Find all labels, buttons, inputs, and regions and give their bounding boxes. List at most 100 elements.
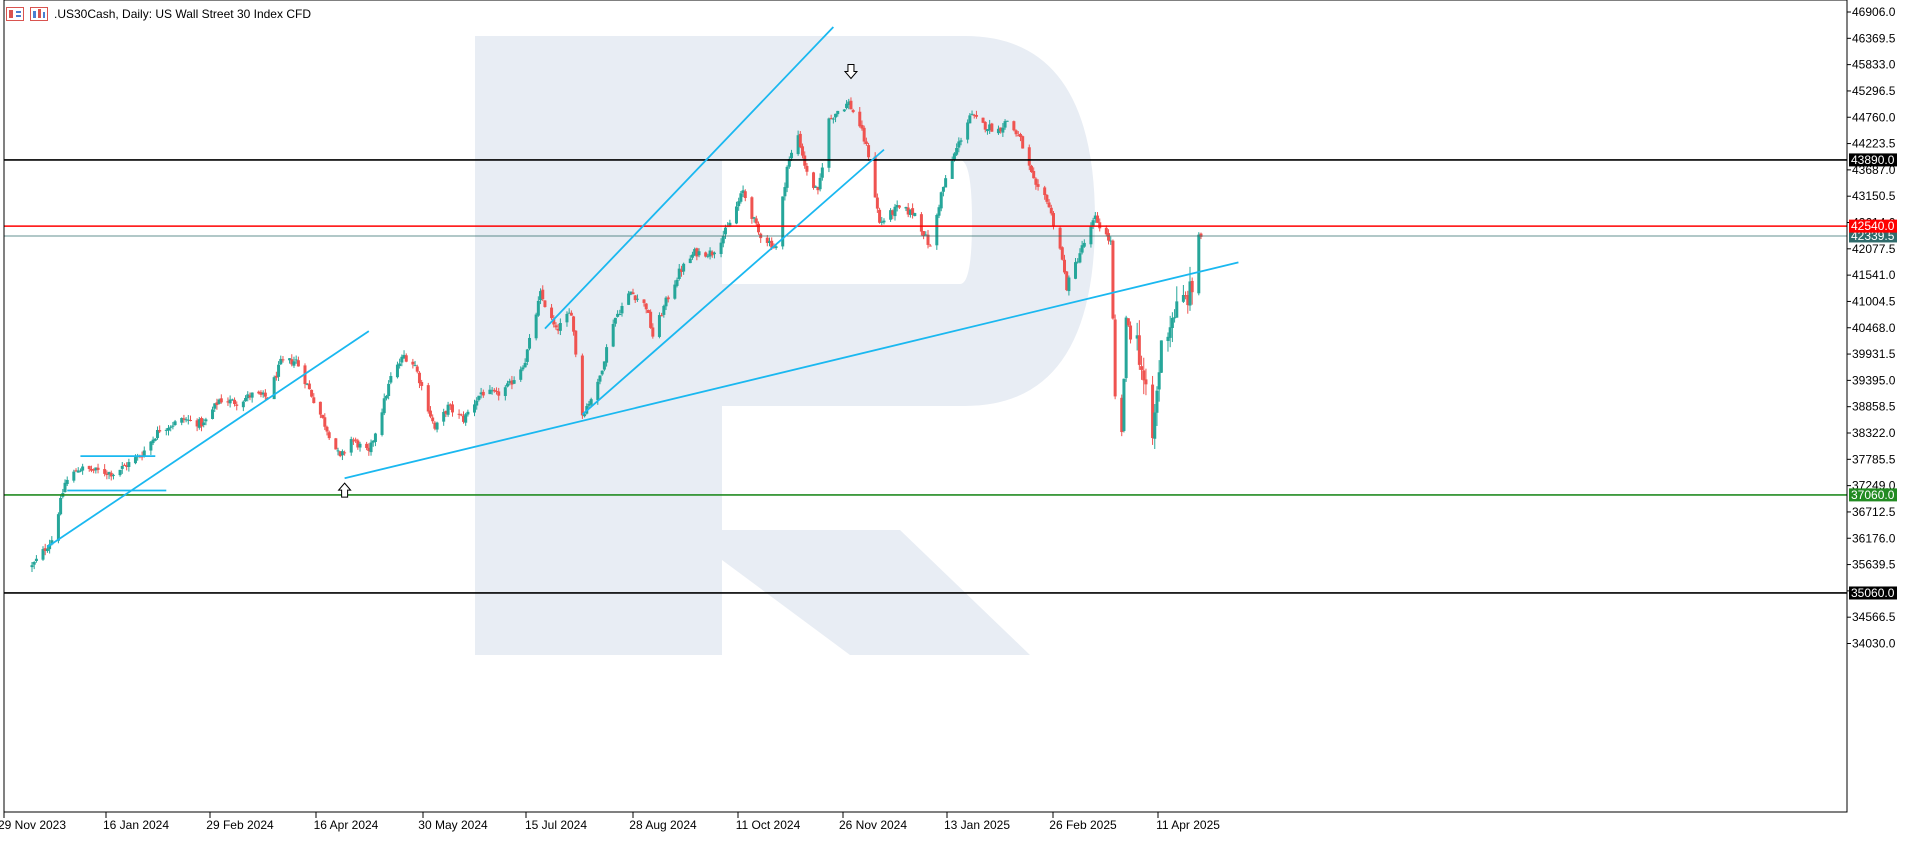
candle [230,398,234,401]
candle [380,408,384,437]
candle [1003,119,1007,130]
candle [543,300,547,308]
candle [875,193,879,213]
candle [358,441,362,452]
candle [646,309,650,314]
candle [1107,229,1111,245]
candle [613,317,617,327]
candle [768,237,772,247]
candle [479,387,483,399]
candle [677,263,681,281]
y-tick-label: 44760.0 [1852,110,1896,124]
candle [490,387,494,395]
candle [263,389,267,401]
chart-header: .US30Cash, Daily: US Wall Street 30 Inde… [6,5,311,23]
candle [1190,277,1194,305]
candle [620,302,624,317]
drawn-lines [4,26,1847,594]
candle [217,398,221,405]
candle [1184,291,1188,300]
candle [521,365,525,372]
candle [497,387,501,401]
candle [481,389,485,398]
candle [87,465,91,472]
candle [400,354,404,367]
candle [1153,404,1157,449]
candle [937,204,941,219]
candle [109,470,113,481]
candle [340,449,344,461]
candle [662,304,666,318]
chart-type-icon[interactable] [30,7,48,21]
candle [48,539,52,554]
candle [334,437,338,450]
candle [365,441,369,451]
candle [774,245,778,250]
candle [248,392,252,401]
candle [574,330,578,358]
candle [959,137,963,146]
arrow-down-icon [843,64,859,80]
candle [1170,312,1174,343]
candle [318,401,322,419]
candle [781,196,785,250]
candle [34,555,38,563]
candle [719,238,723,258]
candle [59,494,63,516]
candle [459,413,463,417]
candle [999,127,1003,134]
x-tick-label: 16 Jan 2024 [103,818,169,832]
candle [450,401,454,417]
trendline-2[interactable] [344,261,1239,480]
candle [473,399,477,417]
trendline-3[interactable] [544,26,834,330]
candle [1080,240,1084,255]
candle [1027,144,1031,171]
candle [294,355,298,364]
watermark-stem [475,36,598,655]
candle [1142,357,1146,395]
candle [633,295,637,303]
candle [1122,378,1126,433]
candle [743,189,747,202]
candle [847,98,851,110]
candle [153,438,157,442]
candle [395,361,399,379]
candle [351,437,355,445]
candle [827,117,831,173]
candle [164,428,168,436]
trendline-1[interactable] [46,330,370,548]
candle [373,432,377,447]
candle [525,348,529,366]
candle [356,438,360,450]
candle [1060,246,1064,261]
candlestick-window-icon[interactable] [6,7,24,21]
candle [307,380,311,390]
candle [1144,368,1148,396]
candle [325,425,329,436]
candle [842,109,846,112]
candle [444,410,448,418]
candle [812,171,816,190]
x-tick-label: 26 Feb 2025 [1049,818,1117,832]
candle [288,358,292,364]
candle [1093,211,1097,223]
candle [818,173,822,192]
candle [1104,225,1108,237]
y-tick-label: 42077.5 [1852,242,1896,256]
candle [446,401,450,417]
candle [1111,239,1115,320]
trendline-4[interactable] [581,148,885,416]
candle [554,322,558,330]
candle [171,421,175,430]
candle [1173,309,1177,323]
candle [759,232,763,243]
candle [250,392,254,403]
candle [158,425,162,434]
candle [431,414,435,424]
resistance-line-label: 43890.0 [1849,153,1897,167]
x-tick-label: 28 Aug 2024 [629,818,697,832]
candle [528,334,532,351]
candle [277,361,281,382]
